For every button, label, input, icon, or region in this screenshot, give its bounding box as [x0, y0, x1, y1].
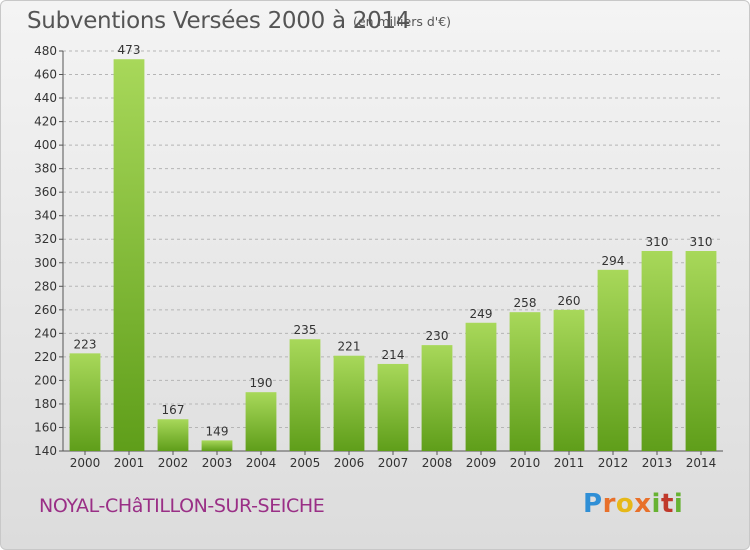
- bar: [377, 363, 409, 451]
- bar-value-label: 310: [646, 235, 669, 249]
- y-tick-label: 200: [34, 373, 57, 387]
- x-tick-label: 2014: [686, 456, 717, 470]
- bar: [421, 345, 453, 451]
- proxiti-logo[interactable]: Proxiti: [583, 489, 683, 519]
- logo-letter: P: [583, 489, 603, 519]
- y-tick-label: 480: [34, 44, 57, 58]
- logo-letter: x: [634, 489, 652, 519]
- logo-letter: r: [602, 489, 616, 519]
- bar: [553, 309, 585, 451]
- axes: 140 160 180 200 220 240 260 280 300 320 340 360 380 4…: [34, 44, 723, 470]
- bar: [201, 440, 233, 451]
- y-tick-label: 160: [34, 420, 57, 434]
- bar-value-label: 167: [162, 403, 185, 417]
- y-tick-label: 280: [34, 279, 57, 293]
- y-tick-label: 440: [34, 91, 57, 105]
- bar: [245, 392, 277, 451]
- y-tick-label: 240: [34, 326, 57, 340]
- y-tick-label: 180: [34, 397, 57, 411]
- bar-value-label: 230: [426, 329, 449, 343]
- bar: [289, 339, 321, 451]
- bar: [157, 419, 189, 451]
- x-tick-label: 2005: [290, 456, 321, 470]
- bar-value-label: 214: [382, 348, 405, 362]
- y-tick-label: 300: [34, 256, 57, 270]
- bar-value-label: 235: [294, 323, 317, 337]
- x-tick-label: 2007: [378, 456, 409, 470]
- y-tick-label: 400: [34, 138, 57, 152]
- bar: [685, 251, 717, 451]
- x-tick-label: 2006: [334, 456, 365, 470]
- x-tick-label: 2009: [466, 456, 497, 470]
- bar-value-label: 473: [118, 43, 141, 57]
- bar: [113, 59, 145, 452]
- y-tick-label: 140: [34, 444, 57, 458]
- x-tick-label: 2008: [422, 456, 453, 470]
- bar-value-label: 258: [514, 296, 537, 310]
- chart-subtitle: (en milliers d'€): [353, 14, 452, 29]
- y-tick-label: 260: [34, 303, 57, 317]
- bar: [509, 312, 541, 451]
- bar: [597, 269, 629, 451]
- y-tick-label: 340: [34, 209, 57, 223]
- bar-value-label: 294: [602, 254, 625, 268]
- bar: [69, 353, 101, 451]
- x-tick-label: 2010: [510, 456, 541, 470]
- bar-value-label: 223: [74, 337, 97, 351]
- bar-value-label: 221: [338, 340, 361, 354]
- x-tick-label: 2001: [114, 456, 145, 470]
- y-tick-label: 380: [34, 162, 57, 176]
- x-tick-label: 2000: [70, 456, 101, 470]
- x-tick-label: 2004: [246, 456, 277, 470]
- x-tick-label: 2003: [202, 456, 233, 470]
- bar-value-label: 190: [250, 376, 273, 390]
- logo-letter: t: [660, 489, 674, 519]
- x-tick-label: 2011: [554, 456, 585, 470]
- bar: [465, 322, 497, 451]
- bar-value-label: 260: [558, 294, 581, 308]
- bar-value-label: 249: [470, 307, 493, 321]
- chart-title: Subventions Versées 2000 à 2014: [27, 8, 411, 34]
- y-tick-label: 220: [34, 350, 57, 364]
- data-labels: 223 473 167 149 190 235 221 214 230 249 258 260 294 3…: [74, 43, 713, 438]
- commune-name: NOYAL-CHâTILLON-SUR-SEICHE: [39, 495, 325, 517]
- x-tick-label: 2002: [158, 456, 189, 470]
- bar-value-label: 149: [206, 424, 229, 438]
- y-tick-label: 360: [34, 185, 57, 199]
- y-tick-label: 420: [34, 115, 57, 129]
- bars: [69, 59, 717, 452]
- x-tick-label: 2013: [642, 456, 673, 470]
- x-tick-label: 2012: [598, 456, 629, 470]
- logo-letter: i: [673, 489, 684, 519]
- bar: [641, 251, 673, 451]
- logo-letter: o: [615, 489, 635, 519]
- logo-letter: i: [651, 489, 661, 519]
- y-tick-label: 460: [34, 68, 57, 82]
- bar: [333, 355, 365, 451]
- bar-value-label: 310: [690, 235, 713, 249]
- y-tick-label: 320: [34, 232, 57, 246]
